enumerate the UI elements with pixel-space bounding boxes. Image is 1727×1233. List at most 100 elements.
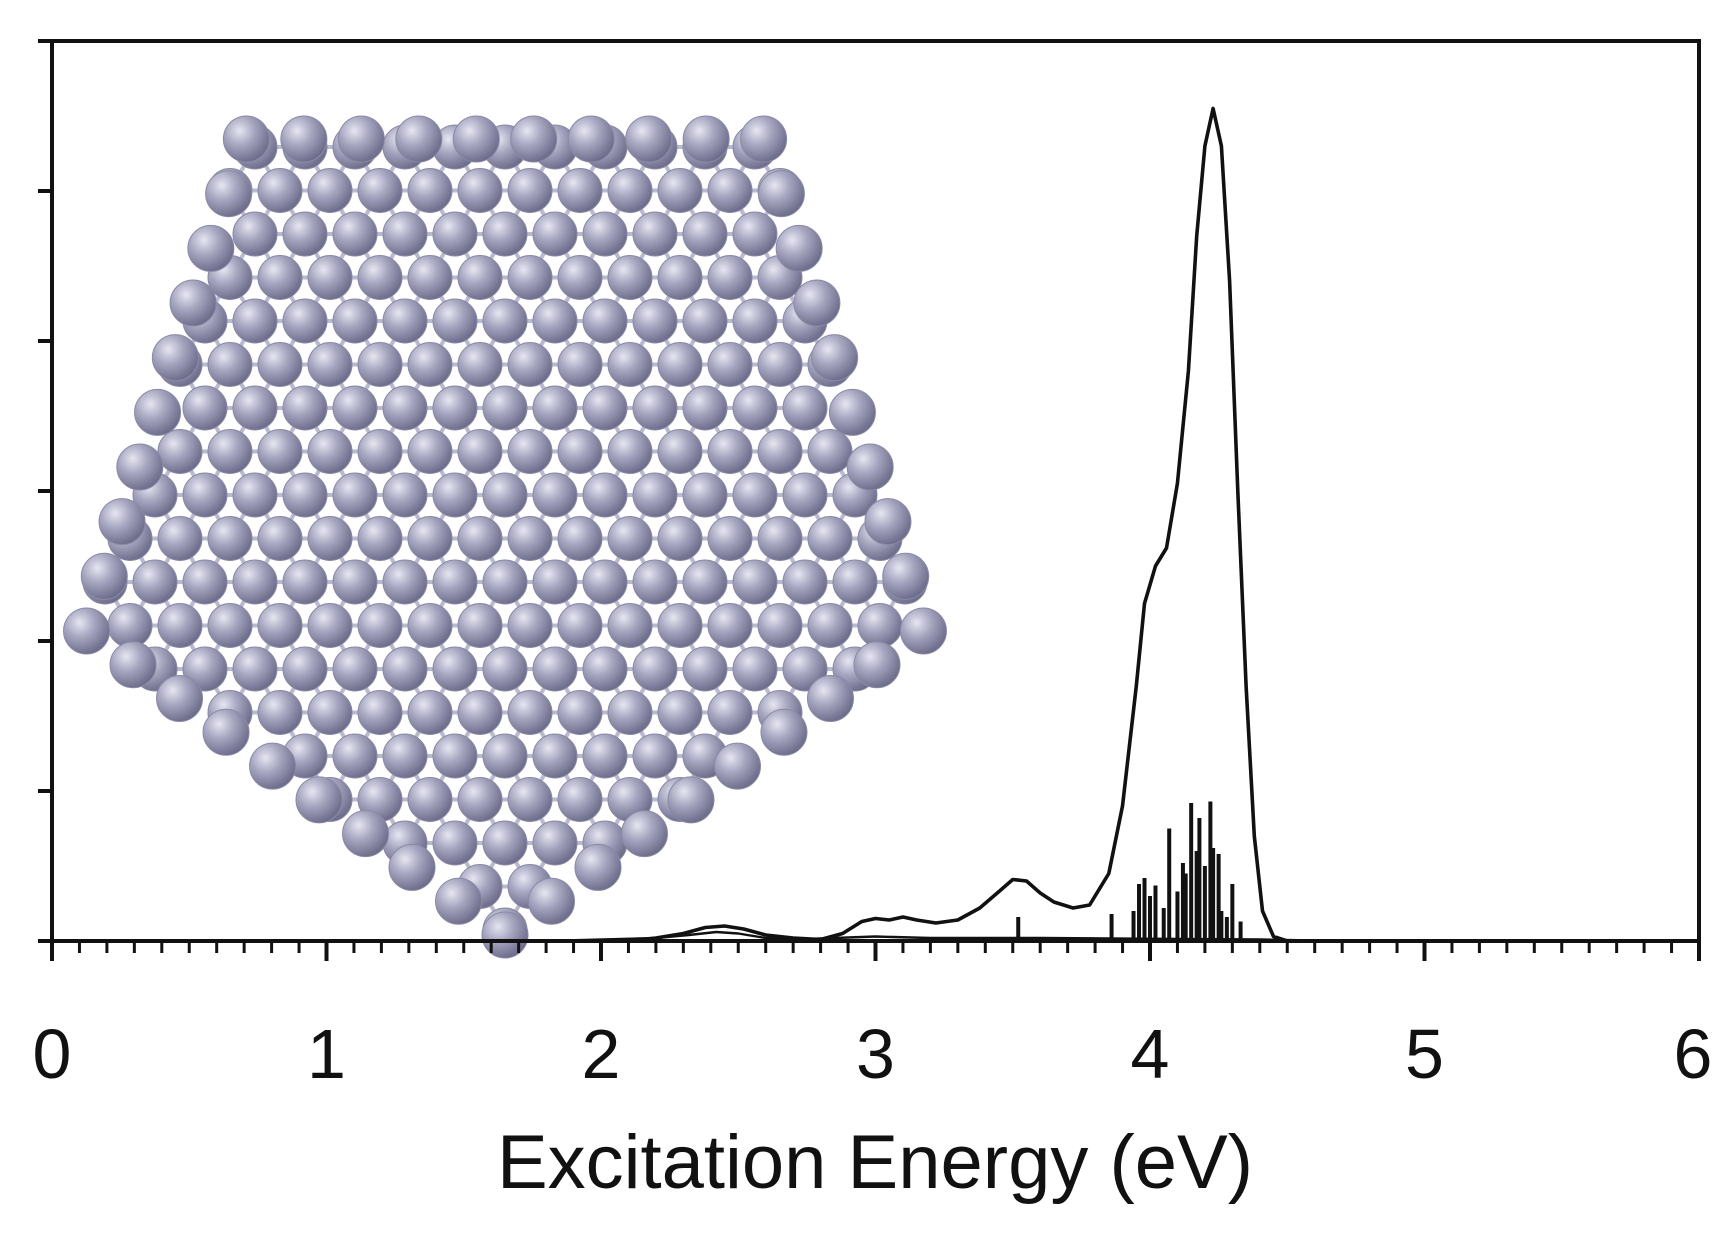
cluster-atom — [232, 298, 278, 344]
cluster-atom — [707, 342, 753, 387]
cluster-atom — [382, 298, 428, 344]
cluster-atom — [382, 733, 428, 779]
cluster-atom — [307, 690, 353, 735]
cluster-atom — [607, 429, 653, 474]
cluster-atom — [332, 559, 378, 605]
cluster-atom — [157, 516, 203, 561]
cluster-atom — [793, 279, 841, 327]
cluster-atom — [332, 733, 378, 779]
cluster-atom — [607, 255, 653, 300]
cluster-atom — [80, 552, 128, 600]
cluster-atom — [249, 742, 297, 790]
cluster-atom — [109, 641, 157, 689]
cluster-atom — [357, 690, 403, 735]
cluster-atom — [207, 516, 253, 561]
cluster-atom — [382, 559, 428, 605]
cluster-atom — [432, 211, 478, 257]
cluster-atom — [282, 646, 328, 692]
cluster-atom — [806, 675, 854, 723]
x-tick-label: 2 — [582, 1015, 621, 1093]
cluster-atom — [482, 733, 528, 779]
cluster-atom — [732, 559, 778, 605]
cluster-atom — [432, 385, 478, 431]
cluster-atom — [407, 168, 453, 213]
cluster-atom — [357, 429, 403, 474]
cluster-atom — [632, 298, 678, 344]
cluster-atom — [632, 646, 678, 692]
cluster-atom — [116, 443, 164, 491]
cluster-atom — [182, 472, 228, 518]
cluster-atom — [482, 298, 528, 344]
cluster-atom — [707, 516, 753, 561]
cluster-atom — [202, 708, 250, 756]
cluster-atom — [307, 429, 353, 474]
cluster-atom — [682, 385, 728, 431]
oscillator-strength-sticks — [1016, 801, 1243, 941]
cluster-atom — [507, 603, 553, 648]
cluster-atom — [482, 820, 528, 866]
cluster-atom — [482, 559, 528, 605]
cluster-atom — [107, 603, 153, 648]
cluster-atom — [657, 603, 703, 648]
cluster-atom — [853, 641, 901, 689]
cluster-atom — [832, 559, 878, 605]
cluster-atom — [632, 211, 678, 257]
cluster-atom — [207, 429, 253, 474]
cluster-atom — [332, 646, 378, 692]
cluster-atom — [857, 603, 903, 648]
cluster-atom — [657, 516, 703, 561]
cluster-atom — [482, 472, 528, 518]
cluster-atom — [182, 385, 228, 431]
cluster-atom — [682, 298, 728, 344]
cluster-atom — [282, 385, 328, 431]
cluster-atom — [682, 559, 728, 605]
cluster-atom — [257, 168, 303, 213]
cluster-atom — [620, 810, 668, 858]
cluster-atom — [657, 342, 703, 387]
x-tick-label: 1 — [307, 1015, 346, 1093]
cluster-atom — [257, 516, 303, 561]
cluster-atom — [532, 646, 578, 692]
cluster-atom — [582, 559, 628, 605]
cluster-atom — [507, 516, 553, 561]
cluster-atom — [457, 603, 503, 648]
cluster-atom — [232, 646, 278, 692]
cluster-atom — [481, 911, 529, 959]
cluster-atom — [782, 472, 828, 518]
cluster-atom — [757, 342, 803, 387]
cluster-atom — [532, 211, 578, 257]
cluster-atom — [557, 429, 603, 474]
cluster-atom — [507, 777, 553, 822]
cluster-atom — [607, 168, 653, 213]
cluster-atom — [757, 429, 803, 474]
cluster-atom — [713, 742, 761, 790]
cluster-atom — [532, 298, 578, 344]
x-tick-label: 3 — [856, 1015, 895, 1093]
cluster-atom — [232, 559, 278, 605]
cluster-atom — [732, 211, 778, 257]
cluster-atom — [532, 385, 578, 431]
cluster-atom — [667, 776, 715, 824]
cluster-atom — [307, 603, 353, 648]
cluster-atom — [625, 115, 673, 163]
cluster-atom — [134, 388, 182, 436]
cluster-atom — [532, 733, 578, 779]
cluster-atom — [782, 559, 828, 605]
cluster-atom — [532, 559, 578, 605]
cluster-atom — [682, 115, 730, 163]
cluster-atom — [482, 646, 528, 692]
cluster-atom — [98, 498, 146, 546]
cluster-atom — [757, 516, 803, 561]
cluster-atom — [388, 843, 436, 891]
cluster-atom — [532, 472, 578, 518]
cluster-atom — [507, 429, 553, 474]
cluster-atom — [557, 690, 603, 735]
x-tick-label: 0 — [33, 1015, 72, 1093]
cluster-atom — [357, 168, 403, 213]
cluster-atom — [156, 675, 204, 723]
cluster-atom — [222, 115, 270, 163]
cluster-atom — [332, 211, 378, 257]
cluster-atom — [811, 334, 859, 382]
x-axis-title: Excitation Energy (eV) — [497, 1120, 1253, 1205]
